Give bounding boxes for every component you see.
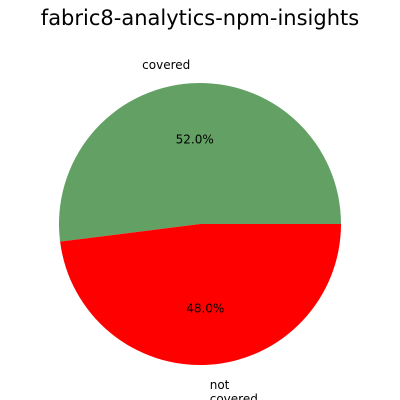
slice-category-label: not covered [210,378,258,400]
slice-percent-label: 52.0% [176,133,214,147]
pie-slice [60,224,342,366]
slice-percent-label: 48.0% [186,301,224,315]
chart-title: fabric8-analytics-npm-insights [41,6,359,30]
pie-labels: covered 52.0% not covered 48.0% [142,58,258,400]
slice-category-label: covered [142,58,190,72]
pie-slice [59,83,341,242]
pie-slices [59,83,342,366]
